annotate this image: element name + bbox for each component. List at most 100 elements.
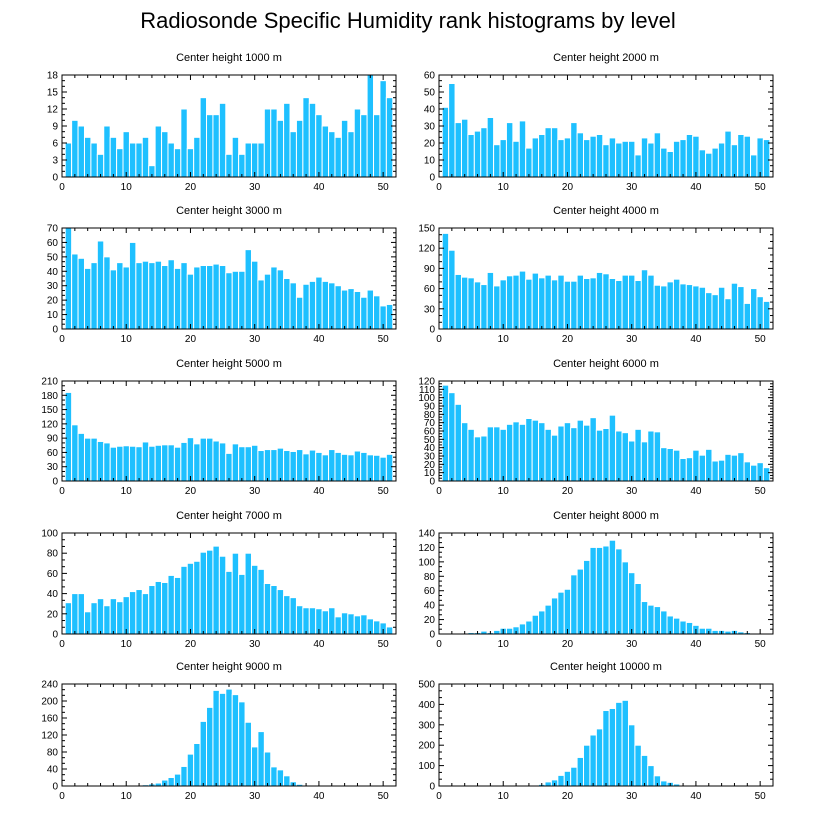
bar: [302, 97, 310, 178]
bar: [602, 545, 610, 635]
bar: [525, 278, 533, 330]
bar: [385, 97, 394, 178]
y-tick-label: 120: [41, 419, 58, 430]
bar: [289, 131, 297, 178]
bar: [448, 249, 456, 330]
bar: [212, 263, 220, 330]
bar: [347, 454, 355, 482]
x-tick-label: 50: [378, 791, 390, 802]
panel-5: Center height 5000 m 0 10 20 30 40 50 0 30 60 90 12…: [41, 358, 397, 497]
bar: [238, 701, 246, 787]
bar: [238, 573, 246, 635]
bar: [538, 134, 546, 178]
bar: [589, 546, 597, 635]
bar: [231, 552, 240, 635]
x-tick-label: 40: [690, 791, 702, 802]
bar: [353, 290, 362, 330]
bar: [360, 296, 368, 330]
x-tick-label: 40: [313, 639, 325, 650]
bar: [83, 136, 92, 178]
y-tick-label: 10: [47, 310, 59, 321]
bar: [103, 605, 111, 635]
bar: [257, 568, 265, 635]
bar: [199, 720, 208, 787]
bar: [122, 596, 130, 635]
panel-title: Center height 6000 m: [553, 358, 659, 370]
bar: [640, 269, 649, 330]
bar: [379, 80, 387, 178]
bar: [705, 152, 713, 178]
y-tick-label: 70: [424, 418, 436, 429]
bar: [347, 131, 355, 178]
x-tick-label: 40: [690, 639, 702, 650]
bar: [557, 274, 565, 330]
bar: [679, 139, 687, 178]
y-tick-label: 80: [47, 549, 59, 560]
bar: [135, 142, 143, 178]
bar: [460, 276, 469, 330]
bar: [148, 445, 156, 482]
bar: [724, 453, 732, 482]
bar: [96, 240, 105, 330]
panel-title: Center height 8000 m: [553, 510, 659, 522]
bar: [161, 265, 169, 330]
bar: [328, 607, 336, 635]
bar: [122, 131, 130, 178]
y-tick-label: 20: [47, 296, 59, 307]
y-tick-label: 0: [429, 477, 435, 488]
bar: [250, 444, 259, 482]
bar: [218, 102, 227, 178]
bar: [328, 131, 336, 178]
bar: [225, 688, 233, 787]
bar: [705, 448, 713, 482]
bar: [499, 279, 507, 330]
bar: [328, 449, 336, 482]
bar: [698, 286, 707, 330]
bar: [199, 97, 208, 178]
bar: [308, 449, 317, 482]
bar: [334, 285, 342, 330]
bar: [653, 431, 662, 482]
bar: [512, 140, 520, 178]
bar: [218, 555, 227, 635]
bar: [148, 262, 156, 330]
y-tick-label: 160: [41, 714, 58, 725]
y-tick-label: 40: [47, 267, 59, 278]
bar: [231, 270, 240, 330]
bar: [385, 453, 394, 482]
bar: [373, 620, 381, 635]
bar: [96, 153, 105, 178]
x-tick-label: 30: [249, 334, 261, 345]
y-tick-label: 120: [41, 731, 58, 742]
bar: [109, 446, 118, 482]
bar: [238, 153, 246, 178]
bar: [244, 249, 252, 330]
bar: [250, 260, 259, 330]
bar: [283, 278, 291, 330]
x-tick-label: 20: [562, 334, 574, 345]
bar: [557, 139, 565, 178]
y-tick-label: 12: [47, 105, 59, 116]
y-tick-label: 0: [429, 325, 435, 336]
bar: [647, 430, 655, 482]
bar: [270, 266, 278, 330]
bar: [289, 282, 297, 330]
bar: [627, 724, 636, 787]
y-tick-label: 100: [418, 557, 435, 568]
bar: [206, 706, 214, 787]
bar: [544, 604, 552, 635]
bar: [505, 423, 514, 482]
y-tick-label: 40: [47, 765, 59, 776]
bar: [90, 262, 98, 330]
y-tick-label: 40: [47, 589, 59, 600]
bar: [505, 122, 514, 178]
y-tick-label: 50: [424, 435, 436, 446]
bar: [576, 419, 585, 482]
bar: [283, 102, 291, 178]
bar: [660, 447, 668, 482]
y-tick-label: 0: [52, 782, 58, 793]
bar: [77, 257, 85, 330]
bar: [602, 710, 610, 787]
bar: [627, 140, 636, 178]
bar: [448, 83, 456, 178]
